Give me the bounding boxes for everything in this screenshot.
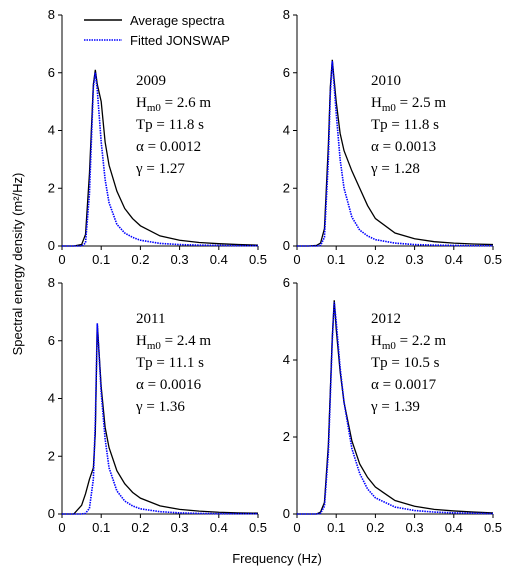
hm0-value: = 2.6 m <box>161 95 211 111</box>
x-tick-label: 0.4 <box>445 520 463 535</box>
y-axis-label: Spectral energy density (m²/Hz) <box>10 173 25 356</box>
hm0-subscript: m0 <box>147 102 162 114</box>
y-tick-label: 4 <box>48 123 55 138</box>
annotation-alpha: α = 0.0013 <box>371 139 436 155</box>
annotation-tp: Tp = 11.1 s <box>136 355 204 371</box>
y-tick-label: 2 <box>283 429 290 444</box>
hm0-subscript: m0 <box>382 102 397 114</box>
hm0-value: = 2.5 m <box>396 95 446 111</box>
x-tick-label: 0 <box>293 252 300 267</box>
x-tick-label: 0.2 <box>366 252 384 267</box>
y-tick-label: 8 <box>48 7 55 22</box>
annotation-tp: Tp = 11.8 s <box>371 117 439 133</box>
annotation-year: 2010 <box>371 73 401 89</box>
y-tick-label: 4 <box>283 123 290 138</box>
y-tick-label: 6 <box>48 65 55 80</box>
x-tick-label: 0.5 <box>249 252 267 267</box>
series-line <box>297 59 494 247</box>
annotation-tp: Tp = 11.8 s <box>136 117 204 133</box>
y-tick-label: 6 <box>283 65 290 80</box>
x-tick-label: 0.5 <box>484 252 502 267</box>
series-line <box>62 69 259 247</box>
hm0-value: = 2.4 m <box>161 333 211 349</box>
y-tick-label: 6 <box>48 333 55 348</box>
y-tick-label: 6 <box>283 275 290 290</box>
y-tick-label: 0 <box>283 506 290 521</box>
x-tick-label: 0.4 <box>210 252 228 267</box>
annotation-hm0: Hm0 = 2.2 m <box>371 333 446 352</box>
annotation-gamma: γ = 1.27 <box>135 161 185 177</box>
series-line <box>62 323 259 515</box>
series-line <box>62 323 258 515</box>
y-tick-label: 0 <box>48 238 55 253</box>
annotation-hm0: Hm0 = 2.4 m <box>136 333 211 352</box>
x-tick-label: 0.2 <box>131 520 149 535</box>
annotation-year: 2012 <box>371 311 401 327</box>
x-tick-label: 0.2 <box>366 520 384 535</box>
hm0-symbol: H <box>371 95 382 111</box>
annotation-alpha: α = 0.0017 <box>371 377 437 393</box>
y-tick-label: 2 <box>48 448 55 463</box>
x-tick-label: 0.3 <box>406 252 424 267</box>
hm0-subscript: m0 <box>147 340 162 352</box>
y-tick-label: 8 <box>48 275 55 290</box>
x-tick-label: 0.3 <box>171 252 189 267</box>
x-tick-label: 0.1 <box>92 252 110 267</box>
x-tick-label: 0.1 <box>92 520 110 535</box>
x-tick-label: 0 <box>293 520 300 535</box>
series-line <box>297 302 494 515</box>
hm0-value: = 2.2 m <box>396 333 446 349</box>
x-tick-label: 0 <box>58 520 65 535</box>
hm0-subscript: m0 <box>382 340 397 352</box>
annotation-gamma: γ = 1.39 <box>370 399 420 415</box>
y-tick-label: 8 <box>283 7 290 22</box>
series-line <box>297 61 493 247</box>
annotation-alpha: α = 0.0016 <box>136 377 202 393</box>
x-tick-label: 0.2 <box>131 252 149 267</box>
x-axis-label: Frequency (Hz) <box>232 551 322 566</box>
y-tick-label: 2 <box>48 180 55 195</box>
annotation-tp: Tp = 10.5 s <box>371 355 440 371</box>
x-tick-label: 0.4 <box>210 520 228 535</box>
x-tick-label: 0.1 <box>327 252 345 267</box>
x-tick-label: 0.5 <box>249 520 267 535</box>
annotation-gamma: γ = 1.28 <box>370 161 420 177</box>
y-tick-label: 0 <box>48 506 55 521</box>
x-tick-label: 0.1 <box>327 520 345 535</box>
hm0-symbol: H <box>371 333 382 349</box>
hm0-symbol: H <box>136 95 147 111</box>
hm0-symbol: H <box>136 333 147 349</box>
x-tick-label: 0.5 <box>484 520 502 535</box>
annotation-alpha: α = 0.0012 <box>136 139 201 155</box>
legend-label: Average spectra <box>130 13 225 28</box>
x-tick-label: 0.3 <box>171 520 189 535</box>
annotation-year: 2011 <box>136 311 165 327</box>
y-tick-label: 4 <box>48 391 55 406</box>
annotation-year: 2009 <box>136 73 166 89</box>
annotation-hm0: Hm0 = 2.6 m <box>136 95 211 114</box>
y-tick-label: 2 <box>283 180 290 195</box>
x-tick-label: 0.3 <box>406 520 424 535</box>
y-tick-label: 0 <box>283 238 290 253</box>
annotation-hm0: Hm0 = 2.5 m <box>371 95 446 114</box>
series-line <box>62 72 258 247</box>
y-tick-label: 4 <box>283 352 290 367</box>
x-tick-label: 0 <box>58 252 65 267</box>
annotation-gamma: γ = 1.36 <box>135 399 185 415</box>
legend-label: Fitted JONSWAP <box>130 33 230 48</box>
x-tick-label: 0.4 <box>445 252 463 267</box>
